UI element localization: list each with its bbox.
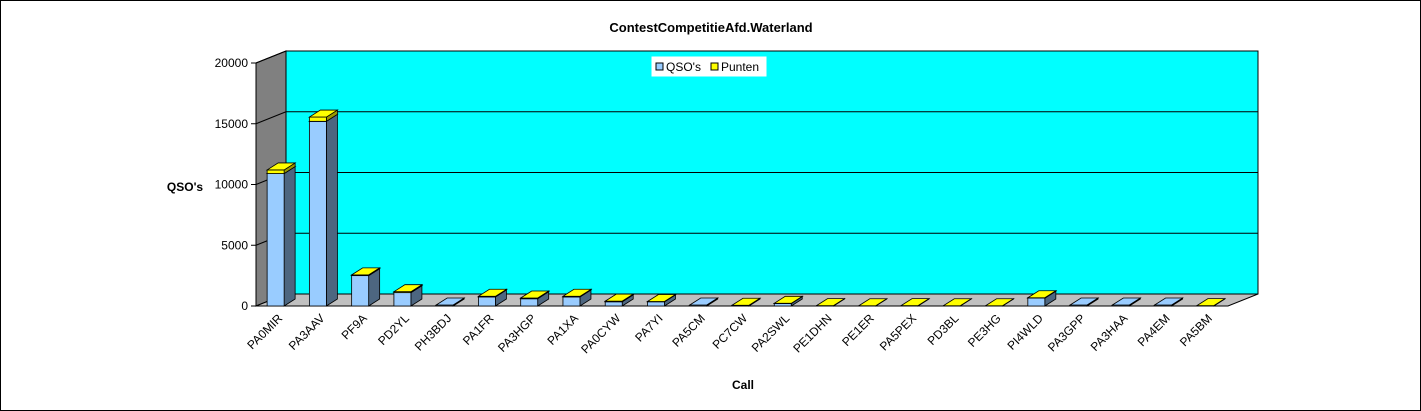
bar-qso-top bbox=[1110, 297, 1142, 306]
bar-punten-top bbox=[646, 294, 677, 302]
x-tick-label: PA2SWL bbox=[749, 311, 793, 355]
x-tick-label: PE1DHN bbox=[790, 311, 834, 355]
bar-punten-top bbox=[1195, 298, 1227, 307]
bar-punten-top bbox=[308, 109, 339, 118]
x-tick-label: PI4WLD bbox=[1004, 311, 1046, 353]
x-tick-label: PA3AAV bbox=[286, 311, 328, 353]
x-tick-label: PD2YL bbox=[375, 311, 412, 348]
x-tick-label: PA3HGP bbox=[495, 311, 539, 355]
bar-qso bbox=[393, 292, 412, 307]
legend-label-qso: QSO's bbox=[666, 60, 701, 74]
bar-qso-top bbox=[1068, 297, 1100, 306]
chart-title: ContestCompetitieAfd.Waterland bbox=[609, 20, 812, 35]
bar-qso bbox=[351, 275, 370, 307]
bar-punten-top bbox=[561, 288, 593, 297]
bar-punten-top bbox=[519, 290, 551, 299]
y-tick-label: 5000 bbox=[221, 238, 248, 252]
x-tick-label: PA5PEX bbox=[877, 311, 919, 353]
x-tick-label: PA1FR bbox=[460, 311, 497, 348]
bar-qso bbox=[266, 173, 285, 307]
legend-swatch-qso bbox=[655, 62, 664, 71]
bar-punten-top bbox=[265, 162, 297, 171]
bar-qso-top bbox=[1153, 297, 1184, 306]
y-tick-label: 0 bbox=[241, 299, 248, 313]
bar-punten-top bbox=[1026, 290, 1058, 299]
x-tick-label: PA3HAA bbox=[1088, 311, 1131, 354]
bar-punten bbox=[308, 116, 327, 122]
x-tick-label: PA0MIR bbox=[244, 311, 285, 352]
bar-punten-top bbox=[350, 267, 382, 276]
y-axis-title: QSO's bbox=[167, 180, 204, 194]
bar-punten-top bbox=[730, 297, 762, 306]
x-tick-label: PA0CYW bbox=[578, 311, 624, 357]
bar-qso bbox=[647, 301, 665, 307]
y-tick-label: 15000 bbox=[215, 117, 249, 131]
gridline-side bbox=[255, 111, 287, 125]
legend-swatch-punten bbox=[710, 62, 719, 71]
bar-qso-side bbox=[325, 113, 338, 307]
bar-qso bbox=[520, 298, 539, 307]
x-tick-label: PC7CW bbox=[710, 311, 751, 352]
x-tick-label: PE1ER bbox=[839, 311, 877, 349]
gridline-side bbox=[255, 50, 287, 64]
bar-punten-top bbox=[984, 298, 1015, 307]
bar-qso bbox=[562, 296, 581, 307]
bar-punten-top bbox=[392, 284, 424, 293]
bar-punten bbox=[266, 169, 285, 174]
x-tick-label: PE3HG bbox=[965, 311, 1004, 350]
y-tick-label: 20000 bbox=[215, 56, 249, 70]
x-tick-label: PA1XA bbox=[544, 311, 581, 348]
bar-qso bbox=[1027, 297, 1046, 307]
legend-label-punten: Punten bbox=[721, 60, 759, 74]
bar-punten-top bbox=[772, 295, 804, 304]
bar-qso bbox=[308, 120, 327, 307]
bar-punten-top bbox=[477, 288, 508, 297]
x-tick-label: PA5CM bbox=[669, 311, 708, 350]
x-tick-label: PF9A bbox=[339, 311, 370, 342]
bar-qso-side bbox=[283, 165, 296, 307]
bar-punten-top bbox=[899, 298, 931, 307]
bar-qso bbox=[604, 301, 623, 307]
bar-qso-top bbox=[688, 297, 720, 306]
bar-punten-top bbox=[815, 298, 846, 307]
y-tick-label: 10000 bbox=[215, 178, 249, 192]
legend-box bbox=[651, 56, 767, 77]
x-tick-label: PA5BM bbox=[1177, 311, 1215, 349]
bar-punten-top bbox=[941, 298, 973, 307]
bar-punten-top bbox=[857, 298, 889, 307]
x-tick-label: PA7YI bbox=[632, 311, 665, 344]
bar-punten-top bbox=[603, 293, 635, 302]
bar-qso-top bbox=[434, 297, 466, 306]
x-tick-label: PA4EM bbox=[1135, 311, 1173, 349]
x-tick-label: PD3BL bbox=[925, 311, 962, 348]
bar-qso bbox=[478, 296, 496, 307]
x-axis-title: Call bbox=[732, 378, 754, 392]
x-tick-label: PH3BDJ bbox=[412, 311, 454, 353]
x-tick-label: PA3GPP bbox=[1045, 311, 1088, 354]
